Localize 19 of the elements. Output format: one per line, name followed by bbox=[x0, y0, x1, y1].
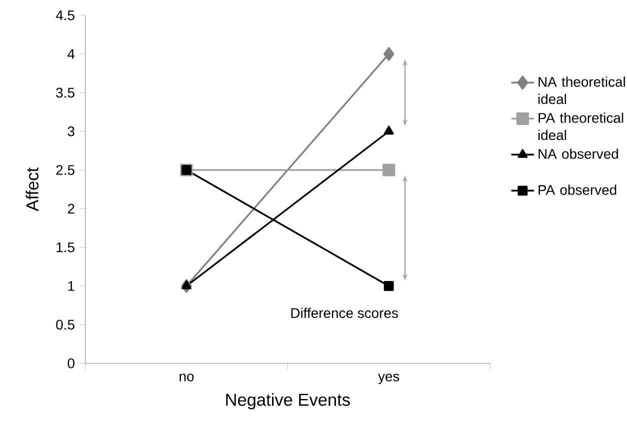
y-tick-label: 4 bbox=[68, 49, 75, 59]
y-tick-label: 3 bbox=[68, 126, 74, 136]
x-tick-label: yes bbox=[378, 374, 400, 384]
x-tick-label: no bbox=[180, 374, 194, 382]
legend-label: PA observed bbox=[538, 184, 616, 195]
y-tick-label: 1 bbox=[68, 281, 74, 291]
legend-label: PA theoretical ideal bbox=[538, 112, 624, 140]
annotation: Difference scores bbox=[291, 308, 398, 318]
y-tick-label: 1.5 bbox=[56, 242, 74, 252]
y-tick-label: 0.5 bbox=[56, 320, 74, 330]
y-tick-label: 3.5 bbox=[56, 88, 74, 98]
legend-label: NA observed bbox=[538, 148, 618, 159]
y-tick-label: 0 bbox=[68, 358, 74, 368]
y-tick-label: 2 bbox=[68, 204, 74, 214]
y-tick-label: 2.5 bbox=[56, 165, 74, 175]
y-tick-label: 4.5 bbox=[56, 10, 74, 20]
y-axis-title: Affect bbox=[26, 168, 38, 212]
legend-label: NA theoretical ideal bbox=[538, 76, 625, 104]
x-axis-title: Negative Events bbox=[226, 393, 350, 410]
